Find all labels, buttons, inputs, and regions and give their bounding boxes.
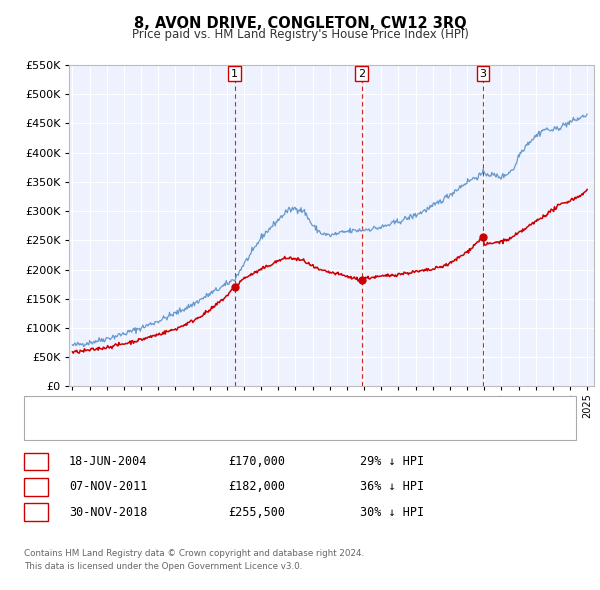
Text: 2: 2 [358,68,365,78]
Text: 8, AVON DRIVE, CONGLETON, CW12 3RQ (detached house): 8, AVON DRIVE, CONGLETON, CW12 3RQ (deta… [75,403,404,412]
Text: 07-NOV-2011: 07-NOV-2011 [69,480,148,493]
Text: HPI: Average price, detached house, Cheshire East: HPI: Average price, detached house, Ches… [75,422,358,431]
Text: 8, AVON DRIVE, CONGLETON, CW12 3RQ: 8, AVON DRIVE, CONGLETON, CW12 3RQ [134,16,466,31]
Text: 3: 3 [479,68,487,78]
Text: Price paid vs. HM Land Registry's House Price Index (HPI): Price paid vs. HM Land Registry's House … [131,28,469,41]
Text: 36% ↓ HPI: 36% ↓ HPI [360,480,424,493]
Text: Contains HM Land Registry data © Crown copyright and database right 2024.: Contains HM Land Registry data © Crown c… [24,549,364,558]
Text: 2: 2 [32,480,40,493]
Text: 18-JUN-2004: 18-JUN-2004 [69,455,148,468]
Text: 3: 3 [32,506,40,519]
Text: 30% ↓ HPI: 30% ↓ HPI [360,506,424,519]
Text: £255,500: £255,500 [228,506,285,519]
Text: This data is licensed under the Open Government Licence v3.0.: This data is licensed under the Open Gov… [24,562,302,571]
Text: £170,000: £170,000 [228,455,285,468]
Text: £182,000: £182,000 [228,480,285,493]
Text: 1: 1 [32,455,40,468]
Text: 30-NOV-2018: 30-NOV-2018 [69,506,148,519]
Text: 29% ↓ HPI: 29% ↓ HPI [360,455,424,468]
Text: 1: 1 [231,68,238,78]
